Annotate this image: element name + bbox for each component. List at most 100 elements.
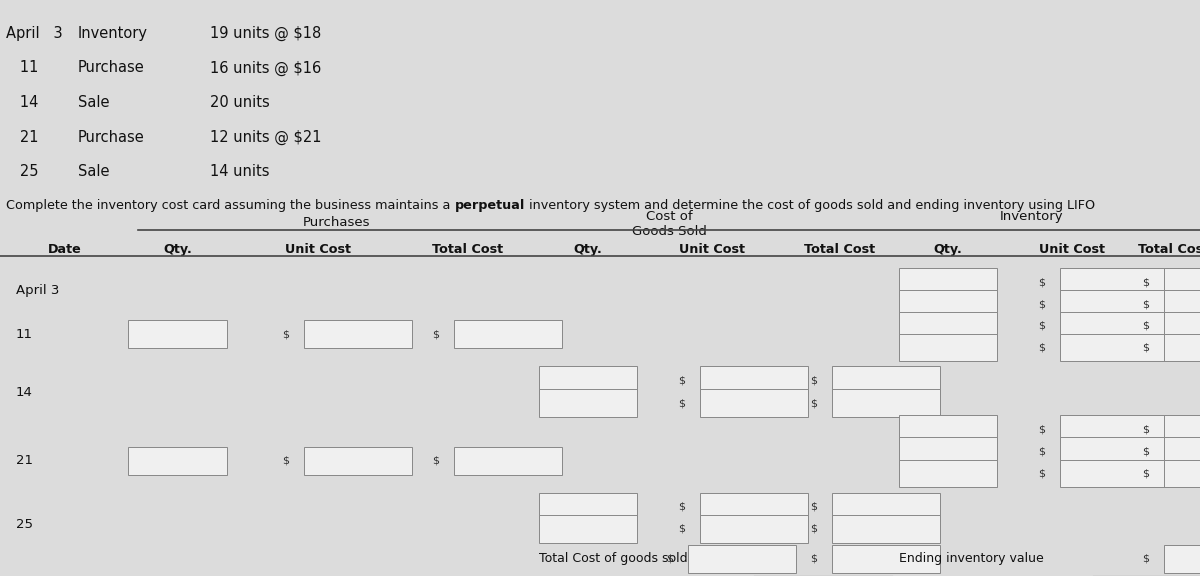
- Text: $: $: [678, 375, 685, 385]
- Text: $: $: [1142, 424, 1150, 434]
- Text: $: $: [810, 375, 817, 385]
- FancyBboxPatch shape: [832, 493, 940, 521]
- Text: Qty.: Qty.: [934, 243, 962, 256]
- Text: $: $: [1142, 446, 1150, 456]
- Text: Unit Cost: Unit Cost: [1038, 243, 1104, 256]
- Text: Sale: Sale: [78, 164, 109, 179]
- FancyBboxPatch shape: [899, 290, 997, 318]
- FancyBboxPatch shape: [899, 268, 997, 296]
- FancyBboxPatch shape: [539, 389, 637, 417]
- FancyBboxPatch shape: [1060, 460, 1168, 487]
- Text: Goods Sold: Goods Sold: [632, 225, 707, 238]
- FancyBboxPatch shape: [304, 320, 412, 348]
- Text: 20 units: 20 units: [210, 95, 270, 110]
- Text: $: $: [282, 456, 289, 466]
- Text: Date: Date: [48, 243, 82, 256]
- FancyBboxPatch shape: [1164, 290, 1200, 318]
- Text: $: $: [678, 502, 685, 512]
- Text: $: $: [432, 456, 439, 466]
- Text: 19 units @ $18: 19 units @ $18: [210, 26, 322, 41]
- Text: $: $: [810, 502, 817, 512]
- FancyBboxPatch shape: [1060, 334, 1168, 361]
- FancyBboxPatch shape: [1060, 437, 1168, 465]
- Text: Sale: Sale: [78, 95, 109, 110]
- FancyBboxPatch shape: [1060, 415, 1168, 443]
- Text: Purchase: Purchase: [78, 60, 145, 75]
- Text: $: $: [1142, 320, 1150, 331]
- Text: 12 units @ $21: 12 units @ $21: [210, 130, 322, 145]
- Text: $: $: [1142, 554, 1150, 564]
- FancyBboxPatch shape: [832, 545, 940, 573]
- Text: 25: 25: [16, 518, 32, 530]
- Text: 21: 21: [6, 130, 38, 145]
- Text: $: $: [1038, 299, 1045, 309]
- Text: Qty.: Qty.: [163, 243, 192, 256]
- Text: $: $: [1142, 277, 1150, 287]
- Text: $: $: [666, 554, 673, 564]
- Text: $: $: [1142, 342, 1150, 353]
- Text: $: $: [1038, 446, 1045, 456]
- FancyBboxPatch shape: [899, 437, 997, 465]
- Text: $: $: [1142, 468, 1150, 479]
- FancyBboxPatch shape: [1060, 290, 1168, 318]
- FancyBboxPatch shape: [1164, 415, 1200, 443]
- Text: Cost of: Cost of: [647, 210, 692, 223]
- FancyBboxPatch shape: [1164, 460, 1200, 487]
- Text: $: $: [678, 398, 685, 408]
- Text: 14 units: 14 units: [210, 164, 270, 179]
- FancyBboxPatch shape: [899, 415, 997, 443]
- FancyBboxPatch shape: [688, 545, 796, 573]
- Text: Unit Cost: Unit Cost: [286, 243, 352, 256]
- Text: $: $: [1038, 342, 1045, 353]
- Text: April 3: April 3: [16, 285, 59, 297]
- Text: Purchases: Purchases: [302, 216, 370, 229]
- FancyBboxPatch shape: [539, 515, 637, 543]
- FancyBboxPatch shape: [539, 366, 637, 394]
- FancyBboxPatch shape: [1164, 268, 1200, 296]
- Text: inventory system and determine the cost of goods sold and ending inventory using: inventory system and determine the cost …: [524, 199, 1094, 212]
- Text: perpetual: perpetual: [455, 199, 524, 212]
- FancyBboxPatch shape: [832, 366, 940, 394]
- FancyBboxPatch shape: [128, 447, 227, 475]
- Text: 25: 25: [6, 164, 38, 179]
- Text: $: $: [282, 329, 289, 339]
- FancyBboxPatch shape: [700, 515, 808, 543]
- Text: 14: 14: [6, 95, 38, 110]
- Text: Total Cost: Total Cost: [804, 243, 876, 256]
- Text: Total Cost: Total Cost: [432, 243, 504, 256]
- Text: Qty.: Qty.: [574, 243, 602, 256]
- FancyBboxPatch shape: [1164, 334, 1200, 361]
- Text: $: $: [810, 398, 817, 408]
- Text: $: $: [1038, 277, 1045, 287]
- FancyBboxPatch shape: [899, 334, 997, 361]
- Text: April   3: April 3: [6, 26, 62, 41]
- Text: Ending inventory value: Ending inventory value: [899, 552, 1044, 565]
- Text: Total Cost: Total Cost: [1138, 243, 1200, 256]
- Text: $: $: [810, 554, 817, 564]
- Text: Purchase: Purchase: [78, 130, 145, 145]
- Text: 14: 14: [16, 386, 32, 399]
- Text: 11: 11: [16, 328, 32, 340]
- FancyBboxPatch shape: [899, 312, 997, 339]
- FancyBboxPatch shape: [832, 389, 940, 417]
- FancyBboxPatch shape: [1164, 437, 1200, 465]
- Text: $: $: [1038, 320, 1045, 331]
- Text: 16 units @ $16: 16 units @ $16: [210, 60, 322, 75]
- Text: $: $: [1142, 299, 1150, 309]
- Text: 11: 11: [6, 60, 38, 75]
- Text: Complete the inventory cost card assuming the business maintains a: Complete the inventory cost card assumin…: [6, 199, 455, 212]
- FancyBboxPatch shape: [1164, 312, 1200, 339]
- Text: Unit Cost: Unit Cost: [679, 243, 744, 256]
- Text: Inventory: Inventory: [1000, 210, 1064, 223]
- FancyBboxPatch shape: [304, 447, 412, 475]
- Text: $: $: [432, 329, 439, 339]
- Text: $: $: [1038, 468, 1045, 479]
- FancyBboxPatch shape: [454, 320, 562, 348]
- FancyBboxPatch shape: [1060, 312, 1168, 339]
- Text: $: $: [678, 524, 685, 534]
- FancyBboxPatch shape: [899, 460, 997, 487]
- Text: 21: 21: [16, 454, 32, 467]
- Text: $: $: [810, 524, 817, 534]
- FancyBboxPatch shape: [700, 493, 808, 521]
- Text: $: $: [1038, 424, 1045, 434]
